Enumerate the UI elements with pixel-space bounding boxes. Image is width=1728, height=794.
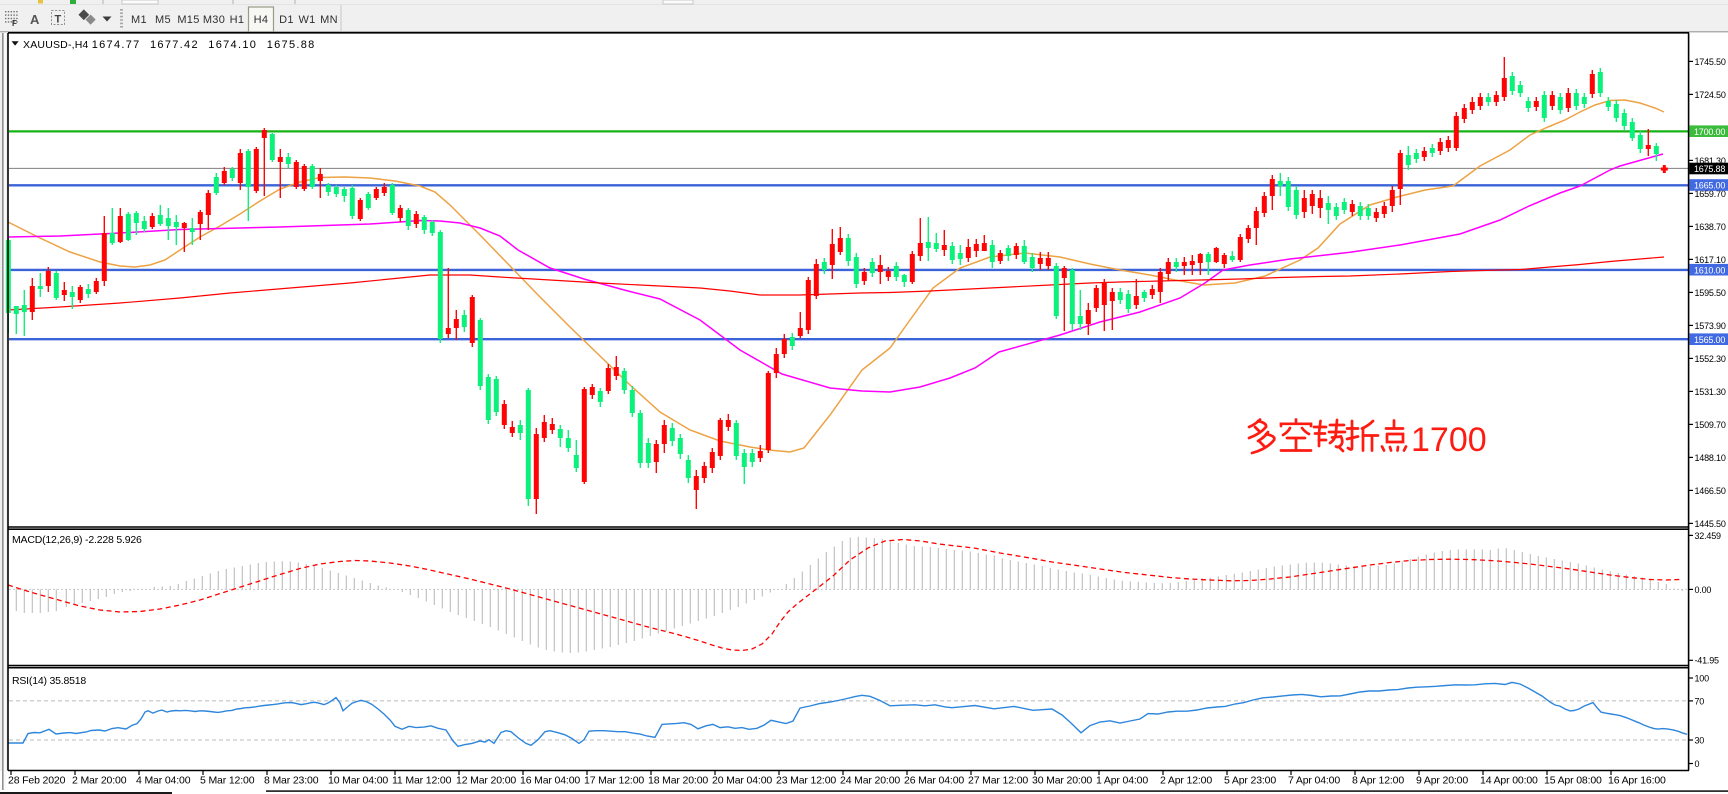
svg-text:1595.50: 1595.50 <box>1695 288 1726 298</box>
svg-text:70: 70 <box>1695 696 1705 706</box>
svg-text:1675.88: 1675.88 <box>1694 164 1725 174</box>
svg-text:1445.50: 1445.50 <box>1695 519 1726 529</box>
svg-text:2 Apr 12:00: 2 Apr 12:00 <box>1160 775 1212 787</box>
svg-text:0: 0 <box>1695 759 1700 769</box>
svg-text:18 Mar 20:00: 18 Mar 20:00 <box>648 775 708 787</box>
svg-text:14 Apr 00:00: 14 Apr 00:00 <box>1480 775 1538 787</box>
svg-text:0.00: 0.00 <box>1695 585 1712 595</box>
svg-text:M5: M5 <box>155 14 171 26</box>
svg-text:16 Mar 04:00: 16 Mar 04:00 <box>520 775 580 787</box>
svg-text:1745.50: 1745.50 <box>1695 57 1726 67</box>
svg-text:10 Mar 04:00: 10 Mar 04:00 <box>328 775 388 787</box>
svg-text:1674.77: 1674.77 <box>92 39 141 51</box>
svg-text:30 Mar 20:00: 30 Mar 20:00 <box>1032 775 1092 787</box>
svg-text:15 Apr 08:00: 15 Apr 08:00 <box>1544 775 1602 787</box>
svg-text:H4: H4 <box>254 14 269 26</box>
svg-text:M30: M30 <box>203 14 225 26</box>
svg-text:32.459: 32.459 <box>1695 531 1722 541</box>
svg-text:1552.30: 1552.30 <box>1695 354 1726 364</box>
svg-text:20 Mar 04:00: 20 Mar 04:00 <box>712 775 772 787</box>
svg-text:17 Mar 12:00: 17 Mar 12:00 <box>584 775 644 787</box>
svg-text:D1: D1 <box>279 14 294 26</box>
svg-text:1617.10: 1617.10 <box>1695 255 1726 265</box>
svg-text:2 Mar 20:00: 2 Mar 20:00 <box>72 775 127 787</box>
svg-text:F: F <box>12 19 17 28</box>
svg-text:26 Mar 04:00: 26 Mar 04:00 <box>904 775 964 787</box>
svg-text:1677.42: 1677.42 <box>150 39 199 51</box>
svg-text:4 Mar 04:00: 4 Mar 04:00 <box>136 775 191 787</box>
svg-text:23 Mar 12:00: 23 Mar 12:00 <box>776 775 836 787</box>
svg-text:1700.00: 1700.00 <box>1694 127 1725 137</box>
svg-text:1 Apr 04:00: 1 Apr 04:00 <box>1096 775 1148 787</box>
svg-text:1665.00: 1665.00 <box>1694 181 1725 191</box>
svg-text:11 Mar 12:00: 11 Mar 12:00 <box>392 775 452 787</box>
svg-text:W1: W1 <box>298 14 315 26</box>
svg-text:MN: MN <box>320 14 338 26</box>
svg-text:H1: H1 <box>230 14 245 26</box>
svg-text:A: A <box>30 12 40 27</box>
svg-text:8 Apr 12:00: 8 Apr 12:00 <box>1352 775 1404 787</box>
svg-text:1674.10: 1674.10 <box>208 39 257 51</box>
svg-text:24 Mar 20:00: 24 Mar 20:00 <box>840 775 900 787</box>
svg-text:9 Apr 20:00: 9 Apr 20:00 <box>1416 775 1468 787</box>
svg-text:T: T <box>55 14 62 26</box>
svg-text:XAUUSD-,H4: XAUUSD-,H4 <box>23 39 89 51</box>
svg-text:30: 30 <box>1695 735 1705 745</box>
svg-text:1724.50: 1724.50 <box>1695 90 1726 100</box>
svg-text:1638.70: 1638.70 <box>1695 222 1726 232</box>
svg-text:1509.70: 1509.70 <box>1695 420 1726 430</box>
svg-text:7 Apr 04:00: 7 Apr 04:00 <box>1288 775 1340 787</box>
svg-text:1488.10: 1488.10 <box>1695 453 1726 463</box>
svg-text:1659.70: 1659.70 <box>1695 189 1726 199</box>
svg-text:8 Mar 23:00: 8 Mar 23:00 <box>264 775 319 787</box>
svg-text:1700: 1700 <box>1411 421 1487 459</box>
svg-text:1675.88: 1675.88 <box>267 39 316 51</box>
svg-text:28 Feb 2020: 28 Feb 2020 <box>8 775 66 787</box>
svg-text:12 Mar 20:00: 12 Mar 20:00 <box>456 775 516 787</box>
svg-text:16 Apr 16:00: 16 Apr 16:00 <box>1608 775 1666 787</box>
svg-text:-41.95: -41.95 <box>1695 656 1720 666</box>
svg-text:1531.30: 1531.30 <box>1695 387 1726 397</box>
svg-text:1681.30: 1681.30 <box>1695 156 1726 166</box>
svg-text:27 Mar 12:00: 27 Mar 12:00 <box>968 775 1028 787</box>
svg-text:1565.00: 1565.00 <box>1694 335 1725 345</box>
svg-text:M1: M1 <box>131 14 147 26</box>
svg-text:MACD(12,26,9) -2.228 5.926: MACD(12,26,9) -2.228 5.926 <box>12 534 142 546</box>
svg-text:1573.90: 1573.90 <box>1695 321 1726 331</box>
svg-text:5 Apr 23:00: 5 Apr 23:00 <box>1224 775 1276 787</box>
svg-text:5 Mar 12:00: 5 Mar 12:00 <box>200 775 255 787</box>
svg-text:1466.50: 1466.50 <box>1695 486 1726 496</box>
svg-text:RSI(14) 35.8518: RSI(14) 35.8518 <box>12 675 86 687</box>
svg-text:100: 100 <box>1695 673 1710 683</box>
svg-text:1610.00: 1610.00 <box>1694 265 1725 275</box>
svg-text:M15: M15 <box>177 14 199 26</box>
